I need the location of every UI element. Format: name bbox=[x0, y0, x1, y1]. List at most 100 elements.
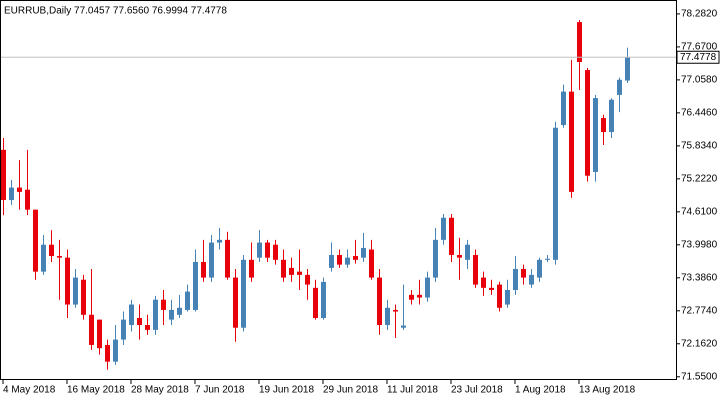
x-tick-label: 16 May 2018 bbox=[67, 385, 125, 396]
candle-body bbox=[281, 259, 286, 278]
candle-body bbox=[217, 239, 222, 243]
price-label: 77.4778 bbox=[680, 52, 717, 63]
candle-body bbox=[425, 277, 430, 298]
candle-body bbox=[361, 247, 366, 258]
candle-body bbox=[409, 294, 414, 300]
candle-body bbox=[33, 209, 38, 272]
candle-body bbox=[81, 279, 86, 315]
x-tick-label: 29 Jun 2018 bbox=[323, 385, 378, 396]
candle-body bbox=[9, 187, 14, 200]
candle-body bbox=[305, 274, 310, 285]
candle-body bbox=[185, 291, 190, 310]
candle-body bbox=[337, 254, 342, 265]
y-tick-label: 75.2220 bbox=[681, 173, 718, 184]
x-tick-label: 11 Jul 2018 bbox=[387, 385, 438, 396]
candle-body bbox=[577, 22, 582, 62]
candle-body bbox=[313, 287, 318, 319]
y-tick-label: 77.6700 bbox=[681, 42, 718, 53]
candle-body bbox=[465, 244, 470, 260]
candle-body bbox=[441, 217, 446, 240]
candle-body bbox=[569, 91, 574, 192]
candle-body bbox=[385, 307, 390, 326]
candle-body bbox=[353, 256, 358, 260]
candle-body bbox=[273, 244, 278, 260]
candle-body bbox=[145, 325, 150, 330]
candle-body bbox=[369, 249, 374, 278]
candle-body bbox=[481, 277, 486, 288]
y-tick-label: 77.0580 bbox=[681, 75, 718, 86]
candle-body bbox=[137, 318, 142, 326]
candle-body bbox=[97, 319, 102, 349]
candle-body bbox=[561, 91, 566, 126]
candle-body bbox=[473, 254, 478, 285]
candle-body bbox=[113, 339, 118, 362]
candle-body bbox=[193, 261, 198, 310]
candle-body bbox=[177, 307, 182, 315]
candle-body bbox=[393, 309, 398, 312]
candle-body bbox=[57, 256, 62, 258]
x-tick-label: 4 May 2018 bbox=[3, 385, 56, 396]
candle-body bbox=[529, 274, 534, 285]
candle-body bbox=[17, 187, 22, 192]
candle-body bbox=[201, 261, 206, 278]
candle-body bbox=[329, 254, 334, 268]
candle-body bbox=[505, 289, 510, 305]
y-tick-label: 76.4460 bbox=[681, 108, 718, 119]
candle-body bbox=[161, 299, 166, 310]
candle-body bbox=[585, 70, 590, 176]
candle-body bbox=[609, 99, 614, 133]
candle-body bbox=[345, 257, 350, 265]
candle-body bbox=[289, 267, 294, 275]
candle-body bbox=[513, 268, 518, 290]
candle-body bbox=[553, 127, 558, 260]
y-tick-label: 71.5500 bbox=[681, 371, 718, 382]
candle-body bbox=[153, 299, 158, 330]
y-tick-label: 74.6100 bbox=[681, 206, 718, 217]
candle-body bbox=[449, 217, 454, 255]
candle-body bbox=[121, 319, 126, 340]
candle-body bbox=[457, 254, 462, 258]
y-tick-label: 73.3860 bbox=[681, 272, 718, 283]
y-tick-label: 73.9980 bbox=[681, 239, 718, 250]
candle-body bbox=[233, 277, 238, 328]
y-tick-label: 75.8340 bbox=[681, 140, 718, 151]
x-tick-label: 28 May 2018 bbox=[131, 385, 189, 396]
candle-body bbox=[433, 239, 438, 278]
x-tick-label: 19 Jun 2018 bbox=[259, 385, 314, 396]
x-tick-label: 1 Aug 2018 bbox=[515, 385, 566, 396]
candle-body bbox=[401, 325, 406, 328]
candle-body bbox=[593, 98, 598, 172]
candle-body bbox=[241, 259, 246, 328]
candle-body bbox=[225, 239, 230, 278]
candle-body bbox=[497, 284, 502, 308]
x-tick-label: 13 Aug 2018 bbox=[579, 385, 636, 396]
candle-body bbox=[73, 277, 78, 305]
candle-body bbox=[417, 294, 422, 298]
chart-title: EURRUB,Daily 77.0457 77.6560 76.9994 77.… bbox=[4, 6, 227, 17]
plot-frame bbox=[0, 0, 677, 380]
candle-body bbox=[25, 189, 30, 210]
candle-body bbox=[377, 277, 382, 326]
candle-body bbox=[625, 57, 630, 81]
candle-body bbox=[521, 268, 526, 278]
candle-body bbox=[617, 79, 622, 95]
candle-body bbox=[49, 244, 54, 257]
y-tick-label: 72.1620 bbox=[681, 338, 718, 349]
candle-body bbox=[89, 314, 94, 345]
candle-body bbox=[601, 118, 606, 133]
candle-body bbox=[129, 304, 134, 326]
candle-body bbox=[1, 149, 6, 200]
x-tick-label: 23 Jul 2018 bbox=[451, 385, 503, 396]
y-tick-label: 78.2820 bbox=[681, 9, 718, 20]
candle-body bbox=[321, 281, 326, 319]
y-tick-label: 72.7740 bbox=[681, 305, 718, 316]
candle-body bbox=[257, 242, 262, 258]
x-tick-label: 7 Jun 2018 bbox=[195, 385, 245, 396]
candle-body bbox=[209, 242, 214, 278]
candle-body bbox=[105, 344, 110, 362]
candle-body bbox=[545, 258, 550, 260]
candle-body bbox=[489, 287, 494, 290]
candle-body bbox=[249, 259, 254, 278]
price-label-box bbox=[676, 50, 720, 64]
